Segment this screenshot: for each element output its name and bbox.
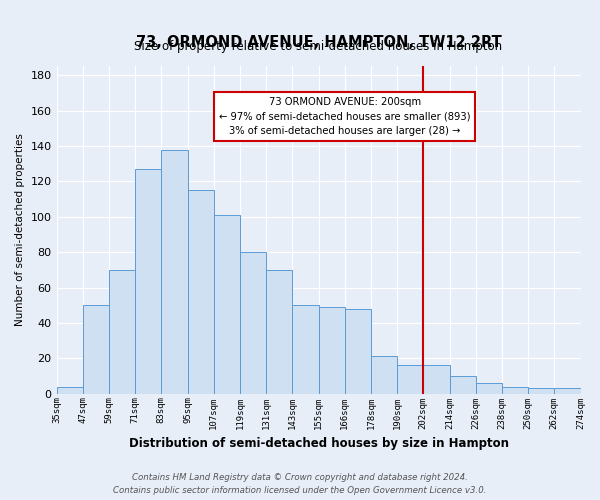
Bar [371,356,397,394]
Bar [266,270,292,394]
Text: Contains HM Land Registry data © Crown copyright and database right 2024.
Contai: Contains HM Land Registry data © Crown c… [113,474,487,495]
Bar [476,383,502,394]
Text: 73 ORMOND AVENUE: 200sqm
← 97% of semi-detached houses are smaller (893)
3% of s: 73 ORMOND AVENUE: 200sqm ← 97% of semi-d… [219,96,470,136]
Bar [449,376,476,394]
Title: 73, ORMOND AVENUE, HAMPTON, TW12 2RT: 73, ORMOND AVENUE, HAMPTON, TW12 2RT [136,35,502,50]
Bar [109,270,135,394]
Bar [502,386,528,394]
Bar [292,305,319,394]
Bar [135,169,161,394]
Bar [56,386,83,394]
X-axis label: Distribution of semi-detached houses by size in Hampton: Distribution of semi-detached houses by … [128,437,509,450]
Bar [424,366,449,394]
Bar [161,150,188,394]
Y-axis label: Number of semi-detached properties: Number of semi-detached properties [15,134,25,326]
Bar [554,388,581,394]
Bar [188,190,214,394]
Bar [528,388,554,394]
Bar [83,305,109,394]
Text: Size of property relative to semi-detached houses in Hampton: Size of property relative to semi-detach… [134,40,503,54]
Bar [214,215,240,394]
Bar [345,308,371,394]
Bar [240,252,266,394]
Bar [319,307,345,394]
Bar [397,366,424,394]
